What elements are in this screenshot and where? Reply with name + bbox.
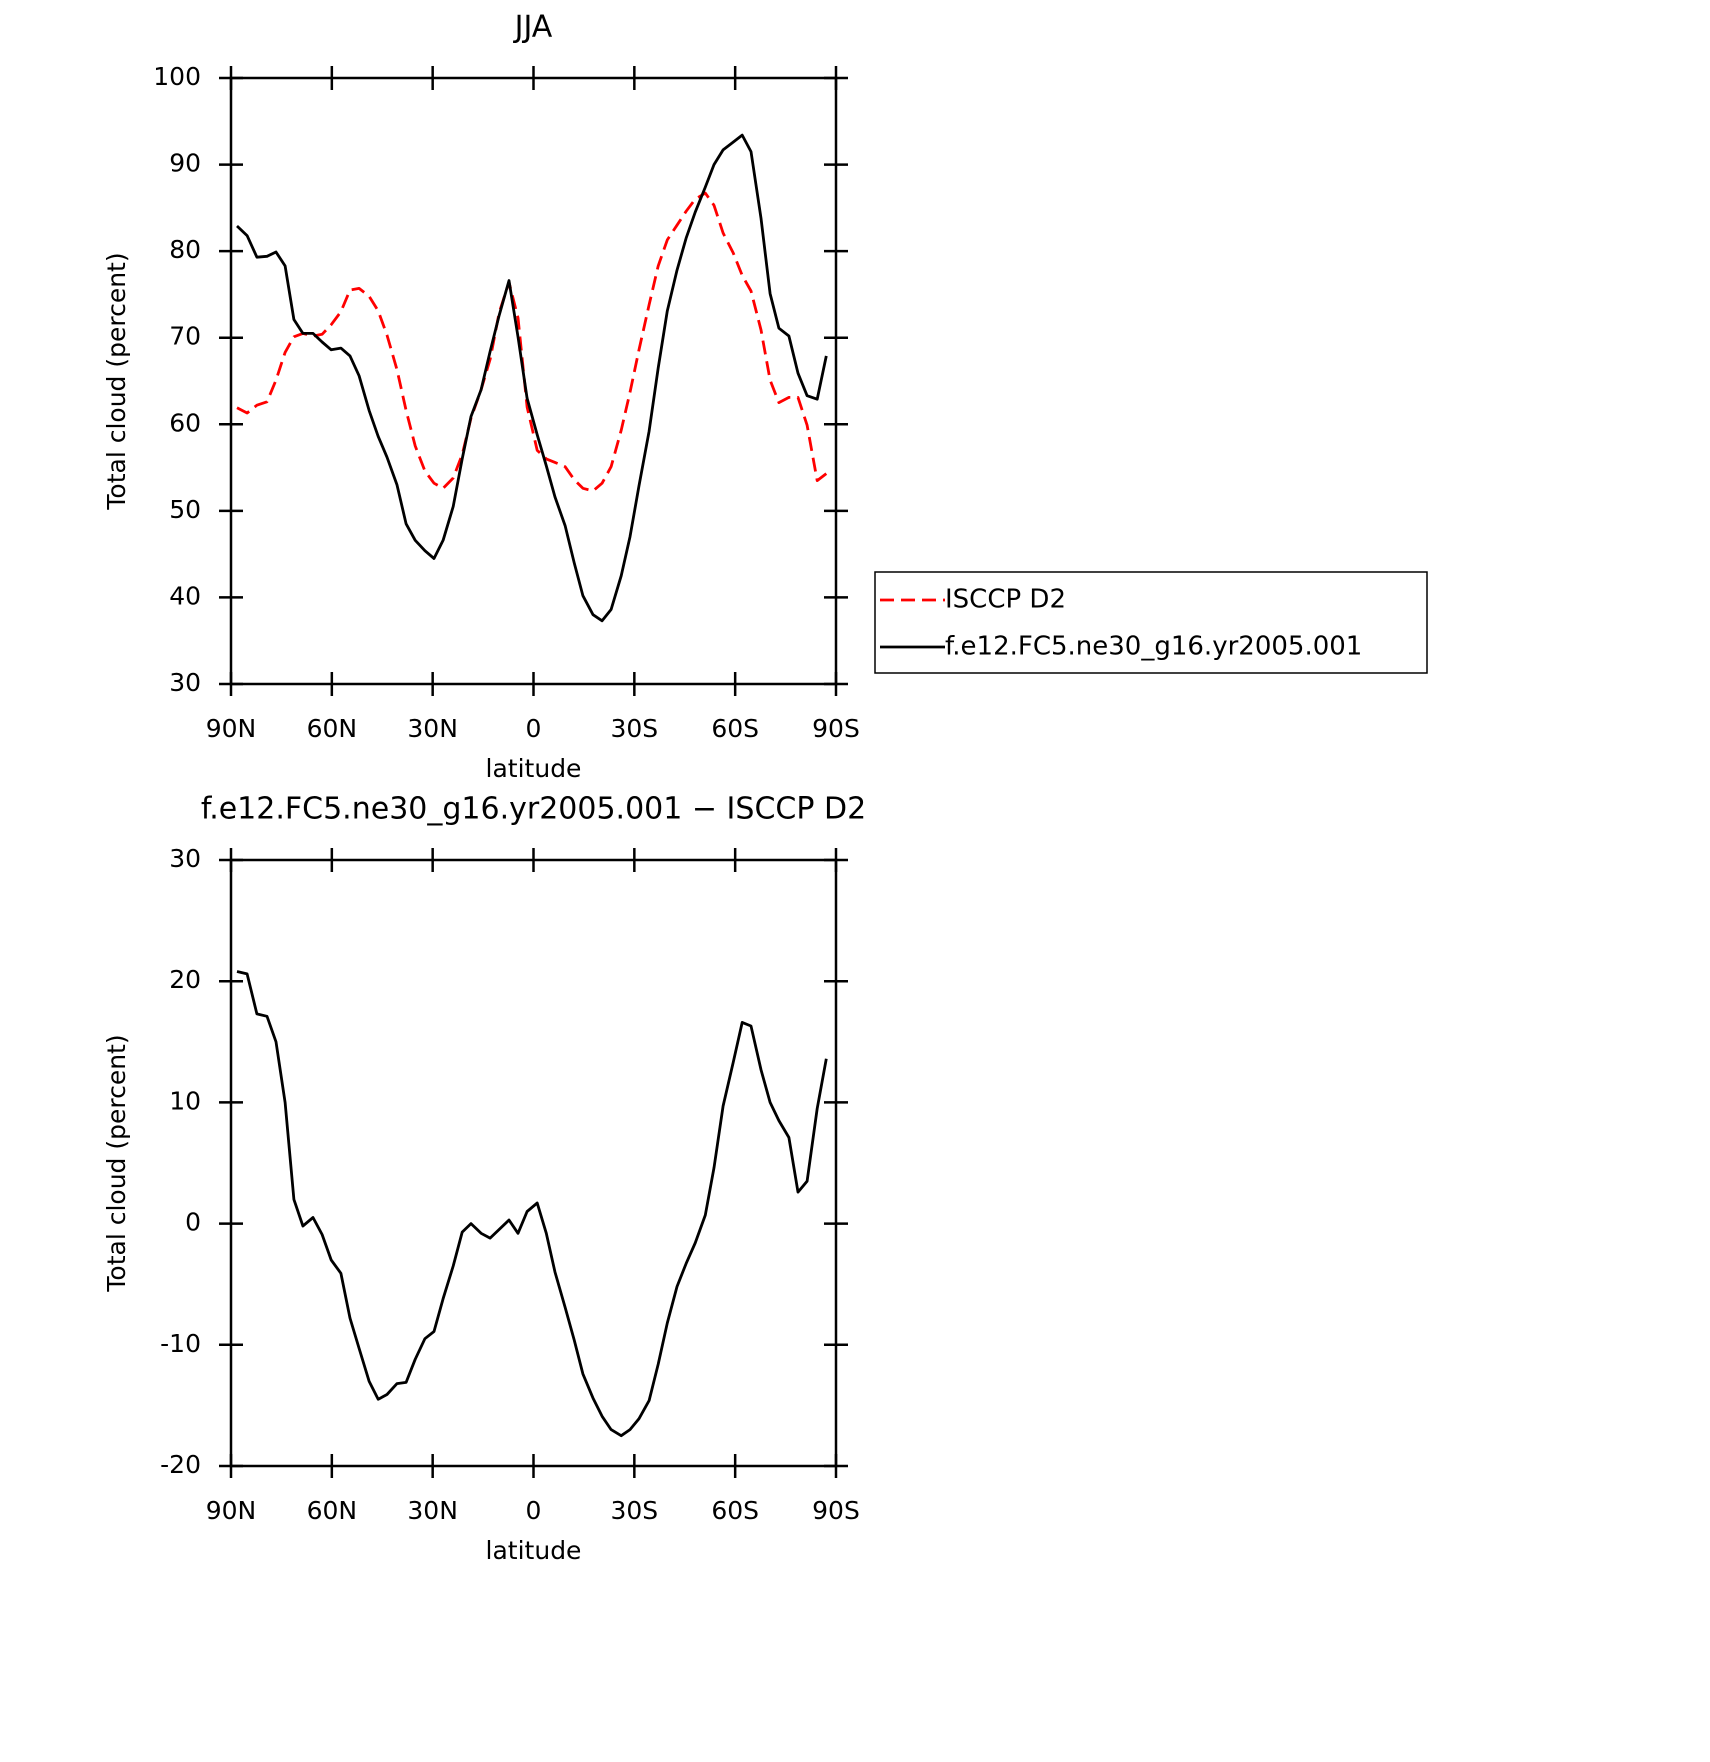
chart-title: JJA	[513, 10, 553, 45]
x-tick-label: 90S	[812, 1496, 860, 1525]
x-tick-label: 90S	[812, 714, 860, 743]
chart-title: f.e12.FC5.ne30_g16.yr2005.001 − ISCCP D2	[201, 792, 866, 827]
y-tick-label: 40	[169, 581, 201, 610]
x-tick-label: 60S	[711, 714, 759, 743]
y-tick-label: 70	[169, 322, 201, 351]
legend-box	[874, 571, 1428, 674]
y-tick-label: 50	[169, 495, 201, 524]
y-tick-label: 100	[153, 62, 201, 91]
y-tick-label: 80	[169, 235, 201, 264]
x-tick-label: 60S	[711, 1496, 759, 1525]
y-tick-label: 20	[169, 965, 201, 994]
legend-label: f.e12.FC5.ne30_g16.yr2005.001	[945, 632, 1362, 662]
y-tick-label: 10	[169, 1086, 201, 1115]
x-tick-label: 90N	[206, 1496, 257, 1525]
y-tick-label: 30	[169, 668, 201, 697]
x-tick-label: 30S	[610, 714, 658, 743]
x-axis-label: latitude	[486, 1536, 582, 1565]
y-tick-label: 90	[169, 149, 201, 178]
x-tick-label: 30S	[610, 1496, 658, 1525]
y-tick-label: 30	[169, 844, 201, 873]
y-axis-label: Total cloud (percent)	[102, 252, 131, 510]
x-tick-label: 30N	[407, 714, 458, 743]
plot-frame	[229, 858, 838, 1468]
y-axis-label: Total cloud (percent)	[102, 1034, 131, 1292]
x-tick-label: 60N	[307, 1496, 358, 1525]
plot-frame	[229, 76, 838, 686]
y-tick-label: -10	[160, 1329, 201, 1358]
x-tick-label: 0	[526, 714, 542, 743]
x-tick-label: 90N	[206, 714, 257, 743]
data-line	[236, 133, 828, 623]
x-tick-label: 60N	[307, 714, 358, 743]
x-tick-label: 30N	[407, 1496, 458, 1525]
data-line	[236, 970, 828, 1438]
y-tick-label: 60	[169, 408, 201, 437]
data-line	[236, 191, 828, 493]
x-axis-label: latitude	[486, 754, 582, 783]
x-tick-label: 0	[526, 1496, 542, 1525]
legend-label: ISCCP D2	[945, 585, 1066, 615]
y-tick-label: 0	[185, 1208, 201, 1237]
y-tick-label: -20	[160, 1450, 201, 1479]
